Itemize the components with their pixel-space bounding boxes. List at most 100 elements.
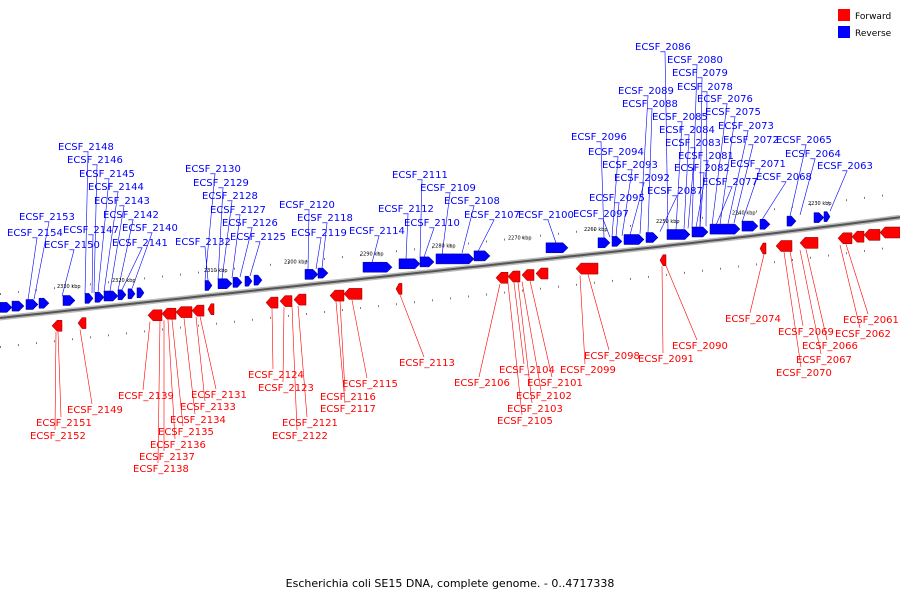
kbp-tick-label: 2240 kbp [732,210,756,216]
reverse-leader-line [91,234,94,294]
upper-dot-track [450,244,451,247]
forward-leader-line [845,244,869,315]
legend-forward-label: Forward [855,12,891,22]
reverse-gene-label: ECSF_2063 [817,161,873,172]
reverse-gene-label: ECSF_2140 [122,223,178,234]
reverse-leader-line [321,222,328,269]
upper-dot-track [288,261,289,264]
forward-gene-label: ECSF_2098 [584,351,640,362]
reverse-gene-label: ECSF_2107 [464,210,520,221]
upper-dot-track [360,254,361,257]
reverse-leader-line [761,181,787,220]
kbp-tick-label: 2280 kbp [432,244,456,250]
reverse-leader-line [84,151,89,294]
forward-gene-label: ECSF_2121 [282,418,338,429]
forward-gene-arrow [161,307,177,320]
reverse-gene-label: ECSF_2088 [622,99,678,110]
reverse-leader-line [715,186,733,226]
reverse-gene-label: ECSF_2094 [588,147,644,158]
forward-gene-arrow [329,289,345,302]
upper-dot-track [144,277,145,280]
lower-dot-track [306,313,307,315]
reverse-leader-line [705,91,708,227]
reverse-gene-arrow [709,223,741,235]
lower-dot-track [432,299,433,302]
forward-leader-line [749,254,765,314]
reverse-gene-arrow [244,275,253,287]
lower-dot-track [216,322,217,325]
forward-leader-line [507,283,523,416]
forward-gene-label: ECSF_2101 [527,378,583,389]
reverse-gene-label: ECSF_2064 [785,149,841,160]
forward-leader-line [335,301,346,404]
lower-dot-track [360,307,361,310]
forward-leader-line [282,307,285,383]
reverse-gene-label: ECSF_2119 [291,228,347,239]
reverse-gene-label: ECSF_2132 [175,237,231,248]
lower-dot-track [594,281,595,284]
upper-dot-track [0,293,1,295]
lower-dot-track [36,342,37,345]
reverse-gene-label: ECSF_2089 [618,86,674,97]
forward-gene-arrow [659,254,667,266]
lower-dot-track [684,271,685,274]
upper-dot-track [342,256,343,259]
reverse-gene-arrow [419,256,435,268]
forward-leader-line [291,306,298,431]
lower-dot-track [864,249,865,252]
lower-dot-track [648,275,649,278]
reverse-gene-label: ECSF_2072 [723,135,779,146]
upper-dot-track [504,238,505,241]
lower-dot-track [540,287,541,290]
lower-dot-track [828,254,829,257]
reverse-gene-arrow [232,277,243,288]
reverse-leader-line [629,182,645,235]
reverse-gene-arrow [786,215,797,227]
upper-dot-track [468,242,469,245]
lower-dot-track [504,291,505,294]
reverse-gene-arrow [823,211,831,222]
upper-dot-track [414,248,415,251]
reverse-leader-line [711,103,728,226]
forward-gene-arrow [863,229,881,241]
forward-gene-label: ECSF_2133 [180,402,236,413]
reverse-leader-line [423,227,435,258]
upper-dot-track [198,271,199,274]
reverse-gene-arrow [84,293,94,304]
upper-dot-track [90,283,91,286]
reverse-leader-line [231,214,241,278]
reverse-gene-label: ECSF_2114 [349,226,405,237]
lower-dot-track [792,259,793,261]
reverse-gene-arrow [623,234,645,245]
forward-leader-line [57,331,62,418]
forward-gene-arrow [575,262,599,275]
forward-leader-line [167,319,176,440]
reverse-gene-label: ECSF_2148 [58,142,114,153]
forward-gene-label: ECSF_2104 [499,365,555,376]
forward-leader-line [54,331,57,431]
reverse-gene-label: ECSF_2143 [94,196,150,207]
upper-dot-track [108,281,109,284]
kbp-tick-label: 2270 kbp [508,235,532,241]
forward-gene-label: ECSF_2091 [638,354,694,365]
upper-dot-track [810,203,811,206]
reverse-gene-arrow [473,250,491,262]
upper-dot-track [378,252,379,255]
lower-dot-track [252,318,253,321]
forward-gene-label: ECSF_2102 [516,391,572,402]
reverse-leader-line [695,160,709,228]
reverse-leader-line [691,64,698,228]
reverse-gene-label: ECSF_2075 [705,107,761,118]
forward-leader-line [513,282,525,365]
kbp-scale: 2330 kbp 2320 kbp 2310 kbp 2300 kbp 2290 kbp… [57,201,832,290]
upper-dot-track [720,214,721,217]
forward-leader-line [339,301,346,392]
reverse-gene-arrow [759,219,771,230]
forward-leader-line [195,316,206,402]
upper-dot-track [162,275,163,278]
forward-gene-label: ECSF_2067 [796,355,852,366]
reverse-gene-label: ECSF_2071 [730,159,786,170]
upper-dot-track [270,263,271,266]
forward-gene-label: ECSF_2138 [133,464,189,475]
reverse-leader-line [109,205,125,292]
